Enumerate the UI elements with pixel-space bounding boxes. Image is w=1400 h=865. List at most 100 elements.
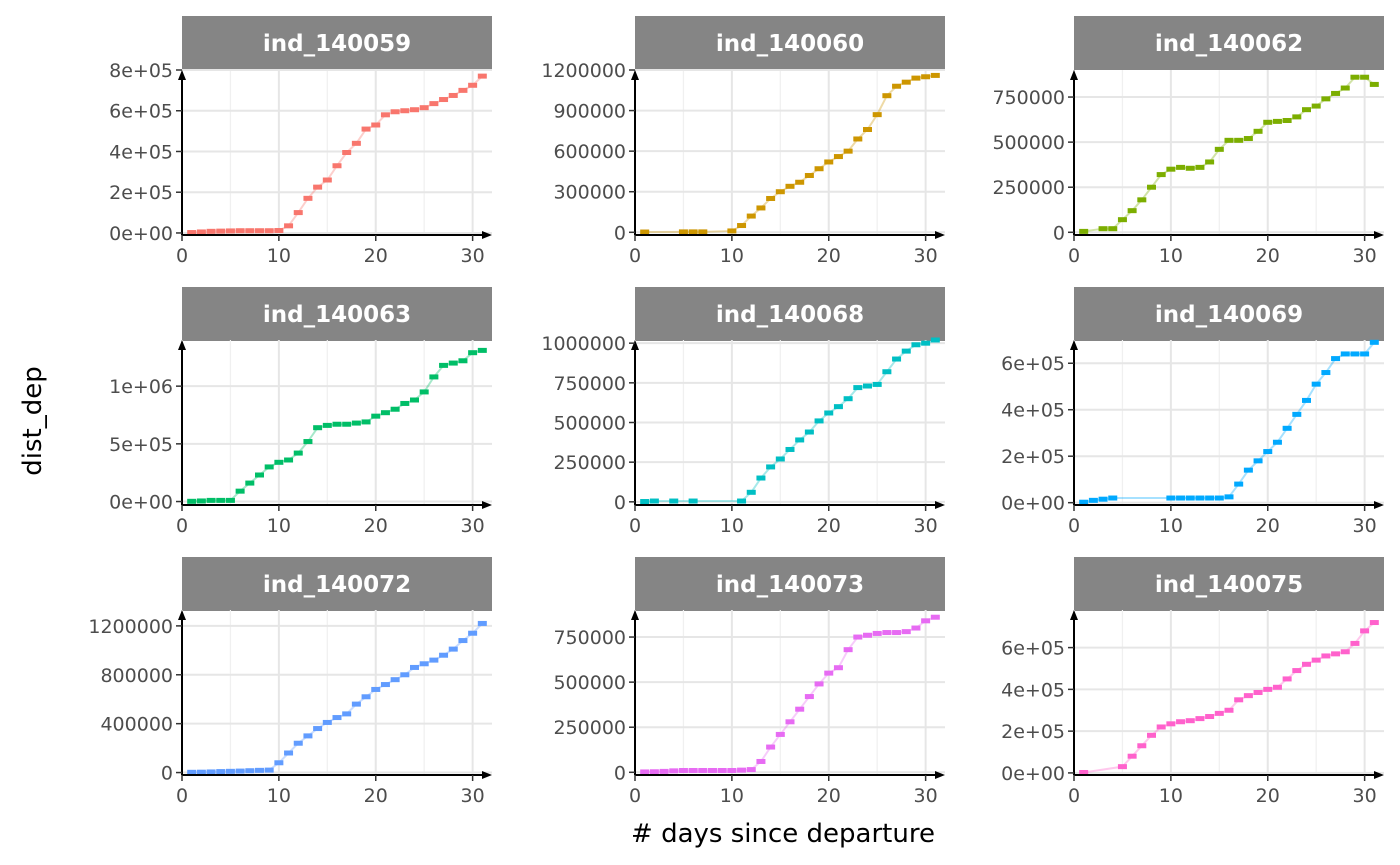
data-point: [882, 630, 892, 636]
data-point: [400, 400, 410, 406]
data-point: [400, 672, 410, 678]
data-point: [322, 422, 332, 428]
data-point: [1369, 620, 1379, 626]
data-point: [698, 229, 708, 235]
data-point: [795, 179, 805, 185]
data-point: [1360, 351, 1370, 357]
data-point: [833, 154, 843, 160]
data-point: [293, 450, 303, 456]
data-point: [274, 228, 284, 234]
data-point: [419, 105, 429, 111]
data-point: [814, 681, 824, 687]
data-point: [1302, 397, 1311, 403]
y-axis-arrow: [1070, 340, 1078, 350]
data-point: [1166, 166, 1176, 172]
data-point: [1098, 226, 1108, 232]
data-point: [196, 498, 206, 504]
data-point: [1272, 684, 1282, 690]
data-point: [1156, 724, 1166, 730]
facet-title: ind_140072: [263, 572, 411, 598]
data-point: [458, 638, 468, 644]
data-point: [1214, 710, 1224, 716]
x-axis-arrow: [482, 501, 492, 509]
data-point: [206, 228, 216, 234]
data-point: [1137, 197, 1147, 203]
x-axis-arrow: [1374, 501, 1384, 509]
data-point: [361, 694, 371, 700]
data-point: [1195, 716, 1205, 722]
data-point: [245, 480, 255, 486]
data-point: [814, 166, 824, 172]
y-axis-arrow: [178, 610, 186, 620]
data-point: [882, 93, 892, 99]
data-point: [274, 760, 284, 766]
data-point: [468, 350, 478, 356]
data-point: [477, 620, 487, 626]
data-point: [1234, 137, 1244, 143]
facet-panels: ind_140059 0 10 20 30 0e+00 2e+05 4e+05 6e+05 8e+…: [88, 16, 1384, 807]
data-point: [1272, 118, 1282, 124]
y-tick-label: 6e+05: [1001, 353, 1065, 375]
data-point: [930, 614, 940, 620]
data-point: [235, 488, 245, 494]
data-point: [371, 686, 381, 692]
data-point: [284, 750, 294, 756]
data-point: [255, 228, 264, 234]
y-tick-label: 2e+05: [109, 182, 173, 204]
data-point: [921, 618, 931, 624]
data-point: [863, 383, 872, 389]
data-point: [756, 758, 766, 764]
data-point: [698, 767, 708, 773]
data-point: [439, 362, 449, 368]
y-tick-label: 4e+05: [1001, 679, 1065, 701]
data-point: [1214, 495, 1224, 501]
data-point: [1311, 381, 1321, 387]
data-point: [371, 122, 381, 128]
y-tick-label: 800000: [100, 665, 173, 687]
y-tick-label: 0e+00: [1001, 493, 1065, 515]
y-tick-label: 6e+05: [1001, 638, 1065, 660]
data-point: [264, 228, 274, 234]
data-point: [293, 210, 303, 216]
data-point: [785, 446, 795, 452]
facet-title: ind_140059: [263, 31, 411, 57]
data-point: [187, 230, 197, 236]
data-point: [235, 228, 245, 234]
data-point: [1088, 497, 1098, 503]
data-point: [872, 381, 882, 387]
y-tick-label: 750000: [553, 373, 626, 395]
y-tick-label: 250000: [553, 452, 626, 474]
x-axis-arrow: [935, 501, 945, 509]
x-axis-arrow: [1374, 771, 1384, 779]
data-point: [448, 92, 458, 98]
x-tick-label: 30: [914, 515, 938, 537]
data-point: [1282, 676, 1292, 682]
data-point: [1205, 159, 1215, 165]
data-point: [429, 101, 439, 107]
data-point: [746, 213, 756, 219]
x-tick-label: 20: [1256, 245, 1280, 267]
data-point: [737, 498, 747, 504]
y-tick-label: 900000: [553, 101, 626, 123]
data-point: [833, 404, 843, 410]
data-point: [1369, 339, 1379, 345]
facet-title: ind_140069: [1155, 302, 1303, 328]
data-point: [400, 108, 410, 114]
y-axis-arrow: [178, 70, 186, 80]
facet-panel: ind_140060 0 10 20 30 0 300000 600000 900000 1200…: [541, 16, 945, 267]
data-point: [824, 410, 834, 416]
y-tick-label: 1000000: [541, 333, 626, 355]
data-point: [1263, 119, 1273, 125]
data-point: [187, 498, 197, 504]
facet-strip: [1074, 557, 1384, 611]
data-point: [1185, 718, 1195, 724]
data-point: [853, 634, 863, 640]
data-point: [1224, 707, 1234, 713]
data-point: [1195, 164, 1205, 170]
data-point: [640, 229, 650, 235]
data-point: [1117, 764, 1127, 770]
data-point: [1205, 495, 1215, 501]
data-point: [669, 498, 679, 504]
y-tick-label: 500000: [553, 672, 626, 694]
data-point: [775, 731, 785, 737]
